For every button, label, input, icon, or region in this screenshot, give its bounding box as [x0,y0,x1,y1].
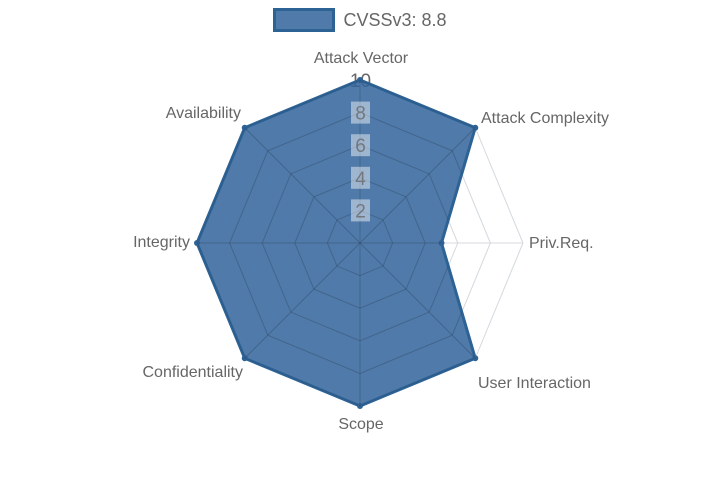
axis-label-confidentiality: Confidentiality [143,364,244,381]
data-point[interactable] [472,355,479,362]
legend-swatch[interactable] [273,8,336,32]
data-point[interactable] [194,240,200,246]
axis-label-attack-vector: Attack Vector [314,50,409,67]
radial-tick-labels: 2 4 6 8 [351,101,370,222]
axis-label-attack-complexity: Attack Complexity [481,110,609,127]
axis-label-integrity: Integrity [133,234,190,251]
data-point[interactable] [357,403,363,409]
data-point[interactable] [438,240,445,246]
axis-label-priv-req: Priv.Req. [529,235,594,252]
radial-tick-4: 4 [355,169,366,190]
axis-label-availability: Availability [166,105,241,122]
radar-series-polygon[interactable] [194,77,479,409]
axis-label-user-interaction: User Interaction [478,375,591,392]
radial-tick-8: 8 [355,104,366,125]
radial-tick-6: 6 [355,136,366,157]
data-point[interactable] [241,124,248,131]
data-point[interactable] [472,124,479,131]
radial-tick-2: 2 [355,201,366,222]
axis-label-scope: Scope [338,416,383,433]
legend-label[interactable]: CVSSv3: 8.8 [343,10,447,30]
legend[interactable]: CVSSv3: 8.8 [0,8,720,32]
axis-point-labels: Attack Vector Attack Complexity Priv.Req… [133,50,609,433]
data-point[interactable] [241,355,248,362]
data-point[interactable] [357,77,363,83]
